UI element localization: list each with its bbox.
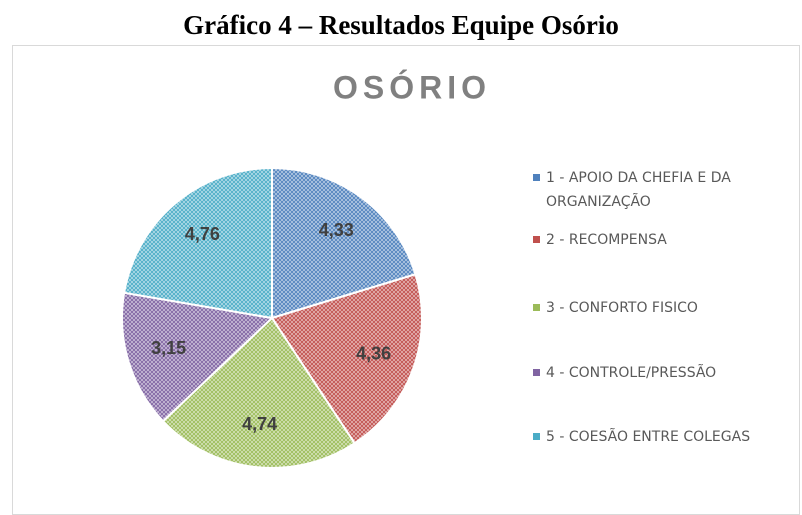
data-label: 4,36: [356, 343, 391, 363]
pie-slice: [270, 273, 423, 445]
pie-slice: [121, 291, 275, 423]
legend-label: 4 - CONTROLE/PRESSÃO: [546, 365, 717, 381]
legend-label: 1 - APOIO DA CHEFIA E DA ORGANIZAÇÃO: [546, 170, 731, 210]
data-label: 4,33: [319, 220, 354, 240]
data-label: 4,76: [185, 224, 220, 244]
legend-swatch: [533, 236, 540, 243]
legend-swatch: [533, 304, 540, 311]
legend-label: 3 - CONFORTO FISICO: [546, 300, 698, 316]
figure-title: Gráfico 4 – Resultados Equipe Osório: [183, 10, 619, 40]
legend-swatch: [533, 174, 540, 181]
data-label: 4,74: [242, 414, 277, 434]
legend-swatch: [533, 433, 540, 440]
pie-slice: [271, 166, 417, 320]
pie-slice: [161, 316, 356, 469]
legend-label: 5 - COESÃO ENTRE COLEGAS: [546, 429, 751, 445]
legend-label: 2 - RECOMPENSA: [546, 232, 667, 248]
legend-swatch: [533, 369, 540, 376]
pie-slice: [122, 166, 273, 320]
data-label: 3,15: [151, 338, 186, 358]
chart-title: OSÓRIO: [333, 69, 491, 105]
